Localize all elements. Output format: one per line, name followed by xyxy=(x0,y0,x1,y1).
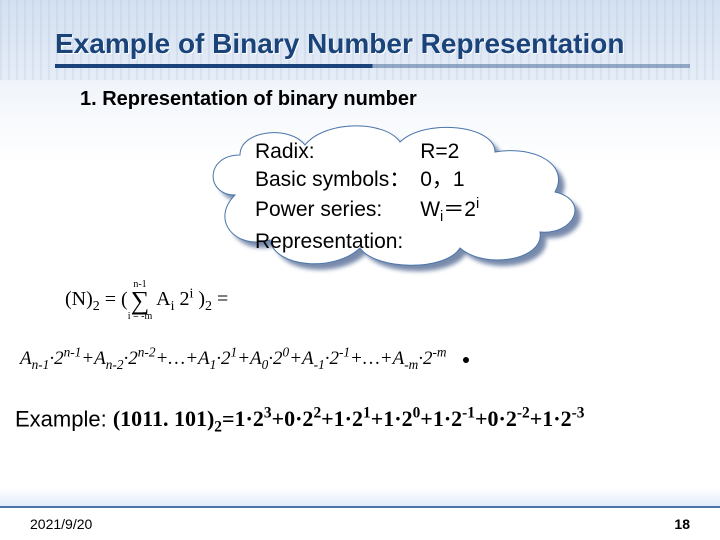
example-label: Example: xyxy=(15,406,113,431)
cloud-row: Radix:R=2 xyxy=(255,138,489,166)
cloud-content: Radix:R=2Basic symbols：0，1Power series:W… xyxy=(255,138,489,256)
cloud-label: Basic symbols： xyxy=(255,166,420,194)
bullet-icon xyxy=(463,357,469,363)
example-row: Example: (1011. 101)2=1·23+0·22+1·21+1·2… xyxy=(15,405,584,437)
example-equation: (1011. 101)2=1·23+0·22+1·21+1·20+1·2-1+0… xyxy=(113,406,585,431)
cloud-value: Wi＝2i xyxy=(420,195,489,228)
formula-n2: (N)2 = (n-1∑i = -m Ai 2i )2 = xyxy=(65,280,228,321)
cloud-label: Radix: xyxy=(255,138,420,166)
cloud-row: Representation: xyxy=(255,228,489,256)
cloud-value: 0，1 xyxy=(420,166,489,194)
footer-date: 2021/9/20 xyxy=(30,516,92,532)
cloud-row: Power series:Wi＝2i xyxy=(255,195,489,228)
sigma-icon: n-1∑i = -m xyxy=(128,280,153,321)
cloud-value xyxy=(420,228,489,256)
footer-decoration xyxy=(0,488,720,508)
footer-line xyxy=(0,506,720,508)
formula-expansion: An-1·2n-1+An-2·2n-2+…+A1·21+A0·20+A-1·2-… xyxy=(20,345,700,373)
cloud-value: R=2 xyxy=(420,138,489,166)
title-underline xyxy=(55,64,690,68)
cloud-label: Power series: xyxy=(255,195,420,228)
cloud-label: Representation: xyxy=(255,228,420,256)
footer-page-number: 18 xyxy=(674,516,690,532)
callout-cloud: Radix:R=2Basic symbols：0，1Power series:W… xyxy=(195,120,595,270)
title-block: Example of Binary Number Representation xyxy=(55,28,690,68)
formula-lead: (N)2 xyxy=(65,288,100,310)
slide-subtitle: 1. Representation of binary number xyxy=(80,88,417,111)
cloud-row: Basic symbols：0，1 xyxy=(255,166,489,194)
slide-title: Example of Binary Number Representation xyxy=(55,28,690,60)
